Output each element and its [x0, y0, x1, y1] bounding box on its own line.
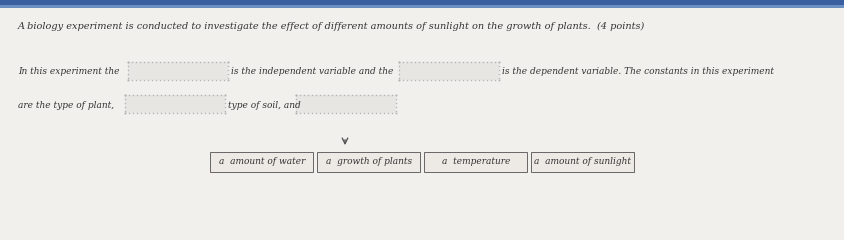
Bar — [210, 152, 313, 172]
Text: type of soil, and: type of soil, and — [228, 101, 300, 109]
Bar — [125, 95, 225, 113]
Text: a  temperature: a temperature — [441, 157, 510, 167]
Text: A biology experiment is conducted to investigate the effect of different amounts: A biology experiment is conducted to inv… — [18, 22, 645, 31]
Text: a  amount of sunlight: a amount of sunlight — [534, 157, 630, 167]
Text: is the dependent variable. The constants in this experiment: is the dependent variable. The constants… — [501, 67, 773, 77]
Bar — [295, 95, 396, 113]
Bar — [531, 152, 634, 172]
Text: a  amount of water: a amount of water — [219, 157, 305, 167]
Bar — [398, 62, 499, 80]
Bar — [317, 152, 420, 172]
Text: are the type of plant,: are the type of plant, — [18, 101, 114, 109]
Text: is the independent variable and the: is the independent variable and the — [230, 67, 393, 77]
Bar — [0, 0, 844, 5]
Text: In this experiment the: In this experiment the — [18, 67, 119, 77]
Text: a  growth of plants: a growth of plants — [326, 157, 412, 167]
Bar — [0, 5, 844, 8]
Bar — [127, 62, 228, 80]
Bar — [424, 152, 527, 172]
